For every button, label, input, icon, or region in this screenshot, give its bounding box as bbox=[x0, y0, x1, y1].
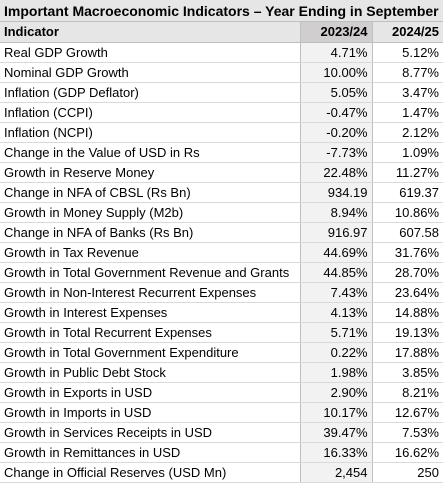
value-cell: 8.21% bbox=[372, 382, 443, 403]
value-cell: 10.17% bbox=[299, 402, 373, 423]
value-cell: 11.27% bbox=[372, 162, 443, 183]
value-cell: 1.09% bbox=[372, 142, 443, 163]
value-cell: 17.88% bbox=[372, 342, 443, 363]
value-cell: 16.33% bbox=[299, 442, 373, 463]
table-row: Inflation (GDP Deflator) 5.05% 3.47% bbox=[0, 82, 443, 103]
value-cell: 5.71% bbox=[299, 322, 373, 343]
value-cell: 8.94% bbox=[299, 202, 373, 223]
indicator-cell: Inflation (CCPI) bbox=[0, 102, 300, 123]
value-cell: -7.73% bbox=[299, 142, 373, 163]
table-row: Growth in Tax Revenue 44.69% 31.76% bbox=[0, 242, 443, 263]
value-cell: 3.85% bbox=[372, 362, 443, 383]
table-row: Growth in Remittances in USD 16.33% 16.62% bbox=[0, 442, 443, 463]
value-cell: -0.20% bbox=[299, 122, 373, 143]
indicator-cell: Nominal GDP Growth bbox=[0, 62, 300, 83]
value-cell: 934.19 bbox=[299, 182, 373, 203]
indicator-cell: Growth in Total Recurrent Expenses bbox=[0, 322, 300, 343]
table-row: Nominal GDP Growth 10.00% 8.77% bbox=[0, 62, 443, 83]
value-cell: 23.64% bbox=[372, 282, 443, 303]
indicator-cell: Change in NFA of CBSL (Rs Bn) bbox=[0, 182, 300, 203]
indicator-cell: Growth in Exports in USD bbox=[0, 382, 300, 403]
value-cell: 10.00% bbox=[299, 62, 373, 83]
indicator-cell: Growth in Tax Revenue bbox=[0, 242, 300, 263]
table-row: Change in the Value of USD in Rs -7.73% 1.… bbox=[0, 142, 443, 163]
table-row: Growth in Total Recurrent Expenses 5.71% 1… bbox=[0, 322, 443, 343]
table-row: Real GDP Growth 4.71% 5.12% bbox=[0, 42, 443, 63]
value-cell: 14.88% bbox=[372, 302, 443, 323]
value-cell: 250 bbox=[372, 462, 443, 483]
value-cell: 8.77% bbox=[372, 62, 443, 83]
table-row: Growth in Reserve Money 22.48% 11.27% bbox=[0, 162, 443, 183]
value-cell: 28.70% bbox=[372, 262, 443, 283]
table-row: Change in Official Reserves (USD Mn) 2,45… bbox=[0, 462, 443, 483]
value-cell: 31.76% bbox=[372, 242, 443, 263]
value-cell: 7.53% bbox=[372, 422, 443, 443]
indicator-cell: Growth in Money Supply (M2b) bbox=[0, 202, 300, 223]
value-cell: 4.13% bbox=[299, 302, 373, 323]
indicator-cell: Inflation (NCPI) bbox=[0, 122, 300, 143]
indicator-cell: Growth in Total Government Expenditure bbox=[0, 342, 300, 363]
column-header: 2023/24 bbox=[299, 22, 373, 43]
column-header: 2024/25 bbox=[372, 22, 443, 43]
value-cell: 44.69% bbox=[299, 242, 373, 263]
table-row: Growth in Interest Expenses 4.13% 14.88% bbox=[0, 302, 443, 323]
value-cell: 607.58 bbox=[372, 222, 443, 243]
indicator-cell: Growth in Imports in USD bbox=[0, 402, 300, 423]
indicator-cell: Inflation (GDP Deflator) bbox=[0, 82, 300, 103]
indicator-cell: Change in the Value of USD in Rs bbox=[0, 142, 300, 163]
table-row: Change in NFA of CBSL (Rs Bn) 934.19 619.3… bbox=[0, 182, 443, 203]
value-cell: 22.48% bbox=[299, 162, 373, 183]
table-row: Inflation (NCPI) -0.20% 2.12% bbox=[0, 122, 443, 143]
value-cell: 44.85% bbox=[299, 262, 373, 283]
value-cell: 16.62% bbox=[372, 442, 443, 463]
value-cell: 2.12% bbox=[372, 122, 443, 143]
table-row: Growth in Total Government Revenue and G… bbox=[0, 262, 443, 283]
value-cell: 10.86% bbox=[372, 202, 443, 223]
value-cell: 7.43% bbox=[299, 282, 373, 303]
value-cell: 1.98% bbox=[299, 362, 373, 383]
value-cell: 916.97 bbox=[299, 222, 373, 243]
value-cell: 3.47% bbox=[372, 82, 443, 103]
value-cell: 0.22% bbox=[299, 342, 373, 363]
table-row: Growth in Services Receipts in USD 39.47%… bbox=[0, 422, 443, 443]
indicator-cell: Growth in Remittances in USD bbox=[0, 442, 300, 463]
table-body: Real GDP Growth 4.71% 5.12% Nominal GDP Gro… bbox=[0, 42, 443, 483]
indicator-cell: Growth in Reserve Money bbox=[0, 162, 300, 183]
table-row: Growth in Total Government Expenditure 0.… bbox=[0, 342, 443, 363]
header-row: Indicator 2023/24 2024/25 bbox=[0, 22, 443, 43]
indicator-cell: Change in NFA of Banks (Rs Bn) bbox=[0, 222, 300, 243]
table-row: Growth in Non-Interest Recurrent Expense… bbox=[0, 282, 443, 303]
value-cell: 2,454 bbox=[299, 462, 373, 483]
indicator-table: Indicator 2023/24 2024/25 Real GDP Growth 4… bbox=[0, 22, 443, 483]
value-cell: 19.13% bbox=[372, 322, 443, 343]
indicator-cell: Growth in Non-Interest Recurrent Expense… bbox=[0, 282, 300, 303]
table-title: Important Macroeconomic Indicators – Yea… bbox=[0, 0, 443, 22]
value-cell: 1.47% bbox=[372, 102, 443, 123]
indicator-cell: Growth in Interest Expenses bbox=[0, 302, 300, 323]
value-cell: 2.90% bbox=[299, 382, 373, 403]
value-cell: 619.37 bbox=[372, 182, 443, 203]
value-cell: 12.67% bbox=[372, 402, 443, 423]
indicator-cell: Growth in Services Receipts in USD bbox=[0, 422, 300, 443]
indicator-cell: Real GDP Growth bbox=[0, 42, 300, 63]
value-cell: -0.47% bbox=[299, 102, 373, 123]
table-row: Growth in Imports in USD 10.17% 12.67% bbox=[0, 402, 443, 423]
value-cell: 4.71% bbox=[299, 42, 373, 63]
table-row: Change in NFA of Banks (Rs Bn) 916.97 607.… bbox=[0, 222, 443, 243]
value-cell: 5.12% bbox=[372, 42, 443, 63]
table-row: Inflation (CCPI) -0.47% 1.47% bbox=[0, 102, 443, 123]
indicator-cell: Growth in Public Debt Stock bbox=[0, 362, 300, 383]
value-cell: 5.05% bbox=[299, 82, 373, 103]
indicator-cell: Growth in Total Government Revenue and G… bbox=[0, 262, 300, 283]
column-header: Indicator bbox=[0, 22, 300, 43]
table-row: Growth in Money Supply (M2b) 8.94% 10.86% bbox=[0, 202, 443, 223]
value-cell: 39.47% bbox=[299, 422, 373, 443]
table-row: Growth in Public Debt Stock 1.98% 3.85% bbox=[0, 362, 443, 383]
table-row: Growth in Exports in USD 2.90% 8.21% bbox=[0, 382, 443, 403]
indicator-cell: Change in Official Reserves (USD Mn) bbox=[0, 462, 300, 483]
